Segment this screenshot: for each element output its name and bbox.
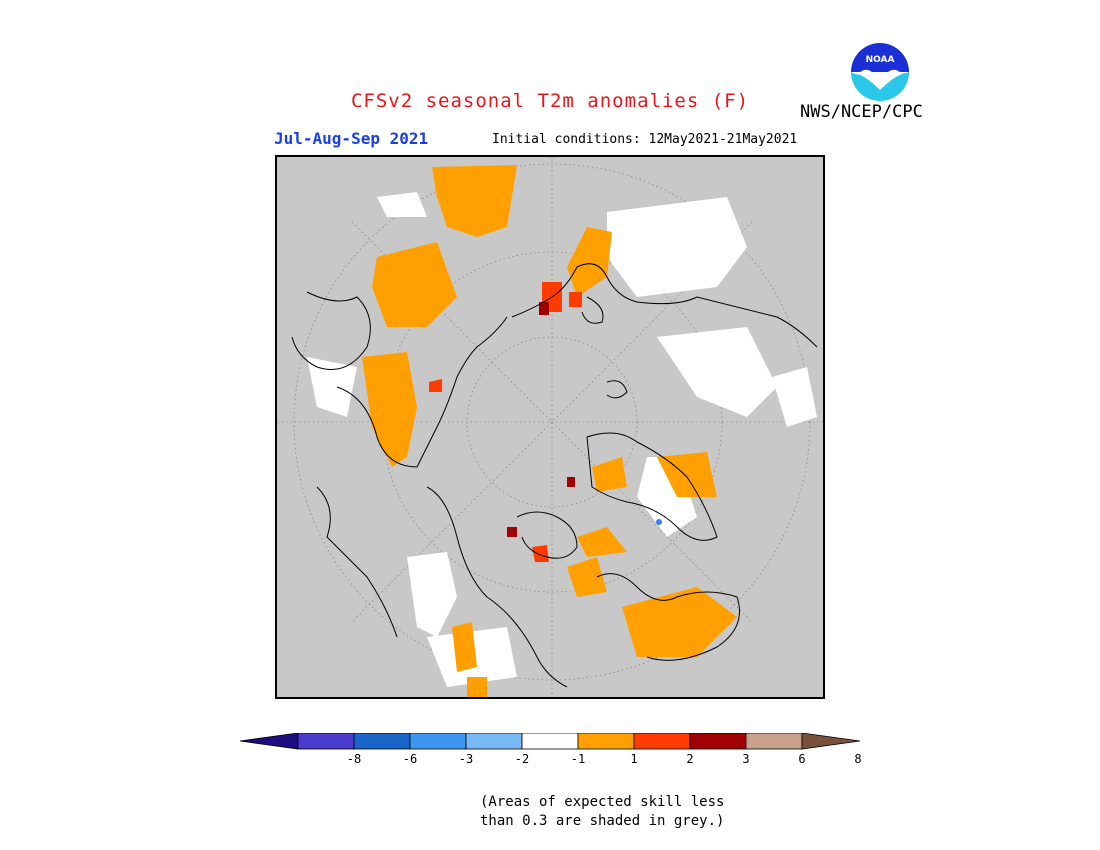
cool-spot [656, 519, 662, 525]
coastlines [291, 263, 818, 688]
initial-conditions-label: Initial conditions: 12May2021-21May2021 [492, 132, 798, 147]
colorbar-tick-label: 2 [686, 752, 694, 766]
polar-map [275, 155, 825, 699]
map-svg [277, 157, 823, 697]
chart-title: CFSv2 seasonal T2m anomalies (F) [350, 90, 750, 112]
season-label: Jul-Aug-Sep 2021 [274, 129, 429, 148]
colorbar-box [633, 733, 691, 750]
colorbar-tick-label: 1 [630, 752, 638, 766]
colorbar-tick-label: -6 [402, 752, 418, 766]
very-hot-regions [507, 302, 575, 537]
colorbar [240, 733, 860, 750]
colorbar-box [465, 733, 523, 750]
skill-note: (Areas of expected skill less than 0.3 a… [480, 793, 724, 831]
colorbar-box [409, 733, 467, 750]
colorbar-tick-label: -1 [570, 752, 586, 766]
noaa-logo: NOAA [849, 41, 911, 103]
colorbar-box [353, 733, 411, 750]
graticule [277, 157, 823, 697]
agency-label: NWS/NCEP/CPC [800, 102, 923, 122]
colorbar-box [297, 733, 355, 750]
colorbar-arrow-right [801, 733, 860, 750]
colorbar-box [745, 733, 803, 750]
colorbar-box [577, 733, 635, 750]
colorbar-tick-label: -3 [458, 752, 474, 766]
colorbar-tick-label: 3 [742, 752, 750, 766]
neutral-regions [307, 192, 817, 687]
colorbar-tick-label: 6 [798, 752, 806, 766]
skill-note-line1: (Areas of expected skill less [480, 794, 725, 810]
logo-text: NOAA [866, 55, 895, 65]
skill-note-line2: than 0.3 are shaded in grey.) [480, 813, 725, 829]
colorbar-box [521, 733, 579, 750]
colorbar-tick-label: 8 [854, 752, 862, 766]
colorbar-tick-label: -2 [514, 752, 530, 766]
colorbar-box [689, 733, 747, 750]
warm-regions [362, 165, 737, 697]
colorbar-tick-label: -8 [346, 752, 362, 766]
colorbar-arrow-left [240, 733, 299, 750]
